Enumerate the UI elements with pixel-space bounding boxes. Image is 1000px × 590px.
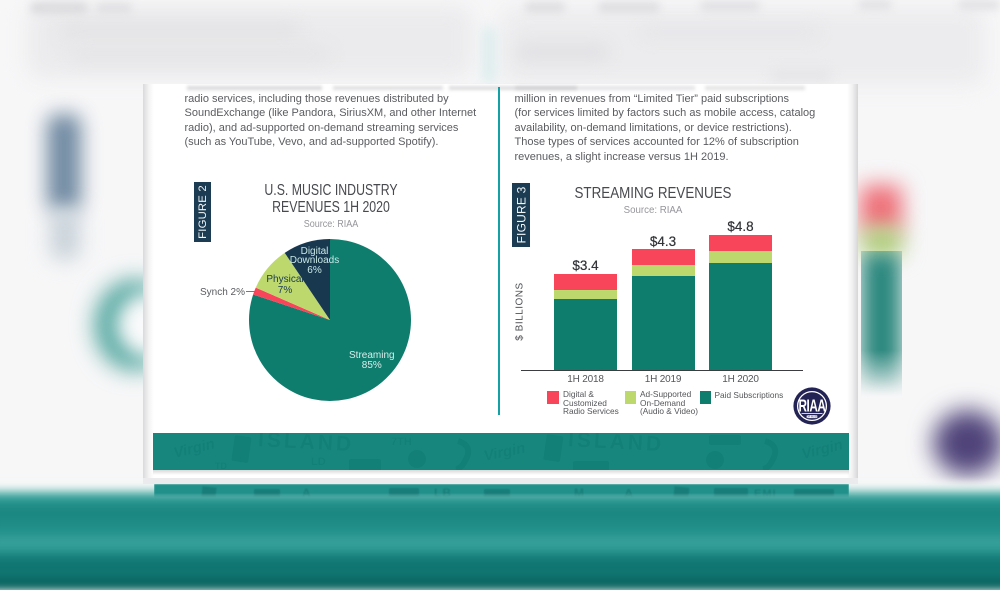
svg-text:ISLAND: ISLAND: [567, 433, 664, 456]
svg-text:M: M: [574, 486, 584, 498]
svg-text:A: A: [624, 486, 634, 498]
svg-text:TD: TD: [215, 461, 227, 470]
svg-text:FOR MUSIC: FOR MUSIC: [805, 415, 819, 418]
svg-text:RIAA: RIAA: [799, 397, 827, 416]
svg-text:LB: LB: [434, 486, 452, 498]
svg-text:A: A: [302, 486, 311, 498]
svg-text:EMI: EMI: [754, 488, 777, 498]
svg-text:7TH: 7TH: [391, 436, 412, 448]
svg-text:ISLAND: ISLAND: [257, 433, 354, 456]
svg-text:LD: LD: [311, 456, 326, 468]
